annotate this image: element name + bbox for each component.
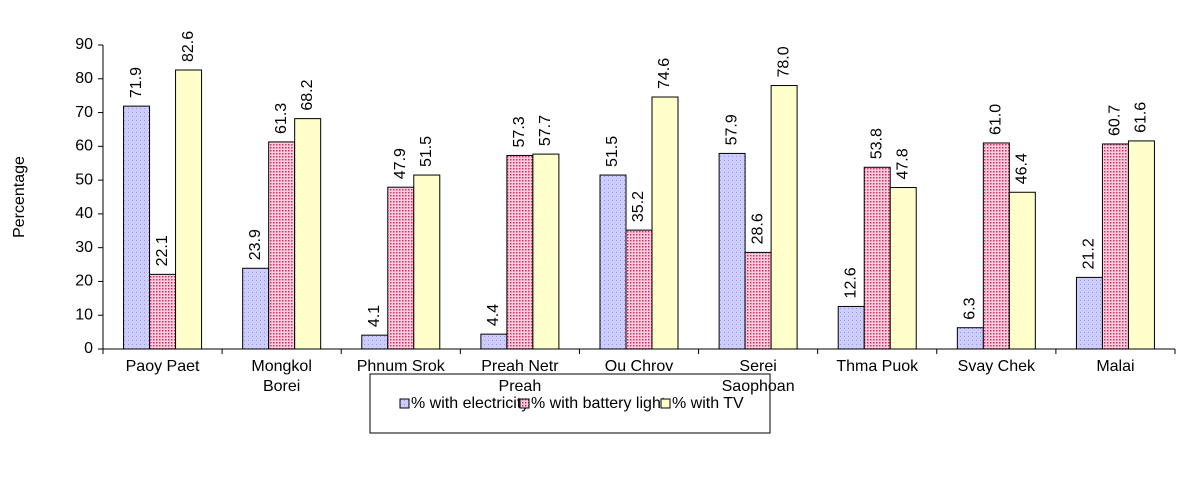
- data-label: 57.3: [511, 116, 528, 147]
- data-label: 57.9: [723, 114, 740, 145]
- bar: [1075, 276, 1103, 350]
- y-axis-label: Percentage: [11, 156, 28, 238]
- bar: [863, 166, 891, 350]
- data-label: 46.4: [1014, 153, 1031, 184]
- bar: [744, 251, 772, 350]
- data-label: 61.3: [273, 103, 290, 134]
- legend-label: % with TV: [672, 395, 744, 412]
- data-label: 61.0: [988, 104, 1005, 135]
- bar: [770, 85, 798, 350]
- data-label: 57.7: [537, 115, 554, 146]
- x-tick-label: Serei Saophoan: [721, 358, 795, 395]
- bar: [532, 153, 560, 350]
- y-tick-label: 30: [75, 239, 93, 256]
- legend-swatch: [660, 398, 671, 409]
- y-tick-label: 80: [75, 70, 93, 87]
- bar: [387, 186, 415, 350]
- bar: [1008, 191, 1036, 350]
- data-label: 4.1: [366, 305, 383, 327]
- bar: [268, 141, 296, 350]
- data-label: 74.6: [656, 58, 673, 89]
- bar: [413, 174, 441, 350]
- bar: [1127, 140, 1155, 350]
- x-tick-label: Svay Chek: [957, 358, 1036, 375]
- data-label: 21.2: [1081, 238, 1098, 269]
- legend-label: % with battery light: [531, 395, 666, 412]
- y-tick-label: 40: [75, 205, 93, 222]
- bar: [294, 118, 322, 350]
- x-tick-label: Thma Puok: [836, 358, 919, 375]
- bar: [361, 334, 389, 350]
- data-label: 35.2: [630, 191, 647, 222]
- bar: [123, 105, 151, 350]
- data-label: 6.3: [962, 297, 979, 319]
- x-tick-label: Mongkol Borei: [251, 358, 312, 395]
- x-tick-label: Ou Chrov: [604, 358, 674, 375]
- bar: [889, 187, 917, 350]
- bar: [506, 154, 534, 350]
- y-tick-label: 70: [75, 104, 93, 121]
- data-label: 51.5: [418, 136, 435, 167]
- bar: [599, 174, 627, 350]
- data-label: 4.4: [485, 304, 502, 326]
- data-label: 61.6: [1133, 102, 1150, 133]
- bar: [480, 333, 508, 350]
- x-tick-label: Preah Netr Preah: [481, 358, 559, 395]
- y-tick-label: 10: [75, 306, 93, 323]
- y-tick-label: 60: [75, 138, 93, 155]
- data-label: 47.8: [894, 148, 911, 179]
- bar: [625, 229, 653, 350]
- y-tick-label: 0: [84, 340, 93, 357]
- bar: [982, 142, 1010, 350]
- bar: [242, 267, 270, 350]
- data-label: 71.9: [128, 67, 145, 98]
- data-label: 23.9: [247, 229, 264, 260]
- data-label: 51.5: [604, 136, 621, 167]
- y-tick-label: 90: [75, 36, 93, 53]
- bar: [718, 152, 746, 350]
- legend-swatch: [519, 398, 530, 409]
- bar: [1101, 143, 1129, 350]
- data-label: 12.6: [842, 267, 859, 298]
- bar: [651, 96, 679, 350]
- legend-label: % with electricity: [411, 395, 529, 412]
- legend-swatch: [399, 398, 410, 409]
- y-tick-label: 20: [75, 273, 93, 290]
- bar: [149, 273, 177, 350]
- data-label: 68.2: [299, 79, 316, 110]
- legend-box: [369, 373, 771, 434]
- y-tick-label: 50: [75, 171, 93, 188]
- x-tick-label: Phnum Srok: [356, 358, 445, 375]
- x-tick-label: Malai: [1096, 358, 1135, 375]
- data-label: 60.7: [1107, 105, 1124, 136]
- data-label: 22.1: [154, 235, 171, 266]
- bar: [175, 69, 203, 350]
- bar: [837, 305, 865, 350]
- x-tick-label: Paoy Paet: [125, 358, 200, 375]
- data-label: 78.0: [775, 46, 792, 77]
- bar: [956, 327, 984, 350]
- data-label: 47.9: [392, 148, 409, 179]
- data-label: 28.6: [749, 213, 766, 244]
- data-label: 82.6: [180, 31, 197, 62]
- data-label: 53.8: [868, 128, 885, 159]
